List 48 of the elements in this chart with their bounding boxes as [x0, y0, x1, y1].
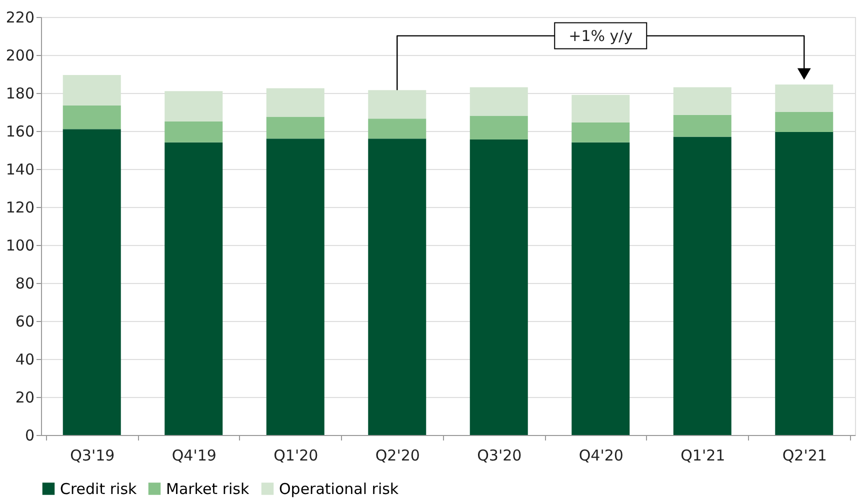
y-tick-label: 20: [15, 388, 34, 406]
x-tick-label: Q4'20: [578, 446, 624, 464]
x-tick-label: Q1'20: [274, 446, 318, 464]
bar: [775, 112, 834, 132]
bar: [62, 129, 121, 435]
bar: [266, 138, 324, 435]
bar: [368, 90, 426, 119]
y-tick-label: 120: [6, 198, 34, 216]
y-tick-label: 0: [24, 426, 34, 444]
y-tick-label: 100: [6, 236, 34, 254]
bar: [266, 116, 324, 139]
bar: [164, 142, 223, 435]
y-tick-label: 140: [6, 160, 34, 178]
y-tick-label: 80: [15, 274, 34, 292]
y-tick-label: 200: [6, 46, 34, 64]
bar: [775, 132, 834, 435]
y-tick-label: 220: [6, 8, 34, 26]
bar: [775, 84, 834, 112]
x-tick-label: Q4'19: [172, 446, 216, 464]
x-tick-label: Q3'19: [70, 446, 115, 464]
bar: [62, 105, 121, 130]
x-tick-label: Q2'21: [782, 446, 827, 464]
y-tick-label: 60: [15, 312, 34, 330]
x-tick-label: Q3'20: [477, 446, 522, 464]
legend-label: Operational risk: [279, 480, 399, 498]
legend-label: Credit risk: [60, 480, 138, 498]
bar: [470, 140, 528, 435]
bar: [470, 116, 528, 140]
bar: [470, 87, 528, 116]
bar: [62, 74, 121, 106]
annotation: +1% y/y: [568, 26, 633, 45]
y-tick-label: 160: [6, 122, 34, 140]
bar: [164, 91, 223, 122]
bar: [266, 88, 324, 117]
legend-label: Market risk: [166, 480, 250, 498]
y-tick-label: 40: [15, 350, 34, 368]
bar: [572, 94, 630, 122]
bar: [368, 138, 426, 435]
bar: [164, 122, 223, 142]
y-tick-label: 180: [6, 84, 34, 102]
bar: [368, 118, 426, 139]
x-tick-label: Q2'20: [375, 446, 420, 464]
bar: [673, 136, 732, 435]
bar: [673, 87, 732, 115]
bar: [572, 142, 630, 435]
bar: [572, 122, 630, 142]
x-tick-label: Q1'21: [680, 446, 726, 464]
bar: [673, 114, 732, 137]
